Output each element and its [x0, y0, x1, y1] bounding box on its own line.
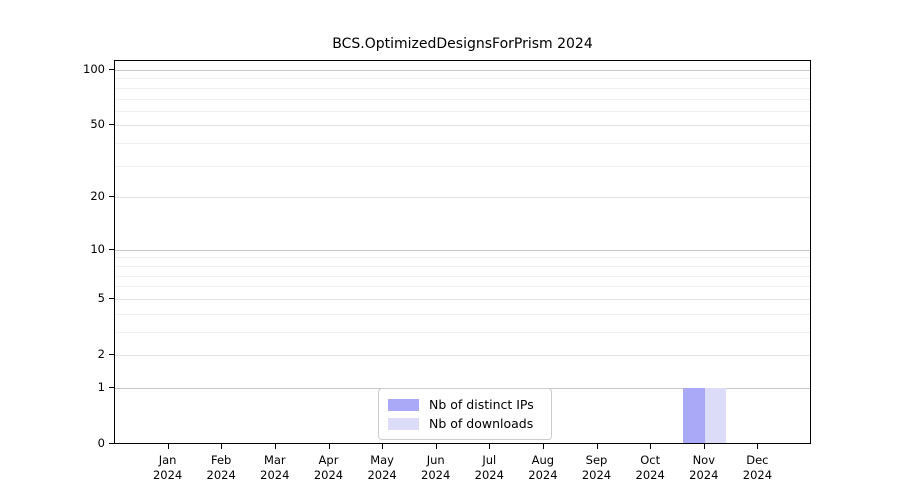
x-tick-label-may: May 2024 [367, 453, 397, 482]
y-tick-label-50: 50 [90, 117, 105, 132]
gridline-y-3 [115, 331, 810, 333]
legend-swatch-downloads-icon [388, 417, 419, 430]
x-tick-label-feb: Feb 2024 [206, 453, 236, 482]
x-tick-label-apr: Apr 2024 [313, 453, 344, 482]
gridline-y-60 [115, 110, 810, 112]
x-tick-label-dec: Dec 2024 [742, 453, 773, 482]
x-tick-oct [650, 444, 652, 449]
gridline-y-7 [115, 275, 810, 277]
gridline-y-90 [115, 78, 810, 80]
gridline-y-20 [115, 197, 810, 199]
y-tick-label-2: 2 [97, 347, 105, 361]
x-tick-label-sep: Sep 2024 [581, 453, 612, 482]
plot-area: Nb of distinct IPs Nb of downloads [114, 60, 811, 444]
y-tick-20 [109, 196, 114, 198]
x-tick-jul [489, 444, 491, 449]
chart-title: BCS.OptimizedDesignsForPrism 2024 [332, 36, 593, 52]
y-tick-label-10: 10 [90, 241, 105, 256]
gridline-y-100 [115, 70, 810, 71]
gridline-y-4 [115, 313, 810, 315]
x-tick-label-mar: Mar 2024 [260, 453, 290, 482]
y-tick-10 [109, 248, 114, 250]
gridline-y-30 [115, 165, 810, 167]
legend-entry-downloads: Nb of downloads [388, 414, 542, 433]
x-tick-apr [328, 444, 330, 449]
y-tick-100 [109, 69, 114, 70]
y-tick-50 [109, 124, 114, 126]
x-tick-aug [542, 444, 544, 449]
x-tick-label-jul: Jul 2024 [474, 453, 504, 482]
y-tick-label-100: 100 [83, 62, 105, 76]
bar-nb-of-distinct-ips-nov [683, 387, 705, 443]
gridline-y-40 [115, 143, 810, 145]
x-tick-mar [274, 444, 276, 449]
x-tick-nov [703, 444, 705, 449]
gridline-y-2 [115, 355, 810, 356]
y-tick-2 [109, 354, 114, 355]
legend-label-distinct-ips: Nb of distinct IPs [429, 397, 534, 412]
x-tick-feb [221, 444, 223, 449]
gridline-y-5 [115, 298, 810, 300]
x-tick-sep [596, 444, 598, 449]
gridline-y-80 [115, 87, 810, 89]
legend-swatch-distinct-ips-icon [388, 398, 419, 411]
x-tick-label-nov: Nov 2024 [689, 453, 719, 482]
gridline-y-6 [115, 286, 810, 288]
y-tick-0 [109, 443, 114, 444]
y-tick-label-20: 20 [90, 189, 105, 204]
bar-nb-of-downloads-nov [704, 387, 727, 443]
y-tick-label-5: 5 [97, 290, 105, 305]
x-tick-may [382, 444, 384, 449]
y-tick-label-0: 0 [97, 436, 105, 450]
x-tick-label-aug: Aug 2024 [528, 453, 558, 482]
legend-label-downloads: Nb of downloads [429, 416, 534, 431]
legend-entry-distinct-ips: Nb of distinct IPs [388, 395, 542, 414]
y-tick-label-1: 1 [97, 379, 105, 394]
gridline-y-8 [115, 265, 810, 267]
x-tick-jan [167, 444, 169, 449]
x-tick-dec [757, 444, 759, 449]
x-tick-jun [435, 444, 437, 449]
y-tick-1 [109, 386, 114, 388]
legend: Nb of distinct IPs Nb of downloads [378, 388, 552, 440]
gridline-y-50 [115, 125, 810, 127]
gridline-y-9 [115, 257, 810, 259]
y-tick-5 [109, 297, 114, 299]
x-tick-label-jun: Jun 2024 [421, 453, 451, 482]
bars-layer [115, 61, 810, 443]
gridline-y-70 [115, 98, 810, 100]
x-tick-label-jan: Jan 2024 [152, 453, 183, 482]
gridline-y-10 [115, 249, 810, 251]
x-tick-label-oct: Oct 2024 [635, 453, 665, 482]
